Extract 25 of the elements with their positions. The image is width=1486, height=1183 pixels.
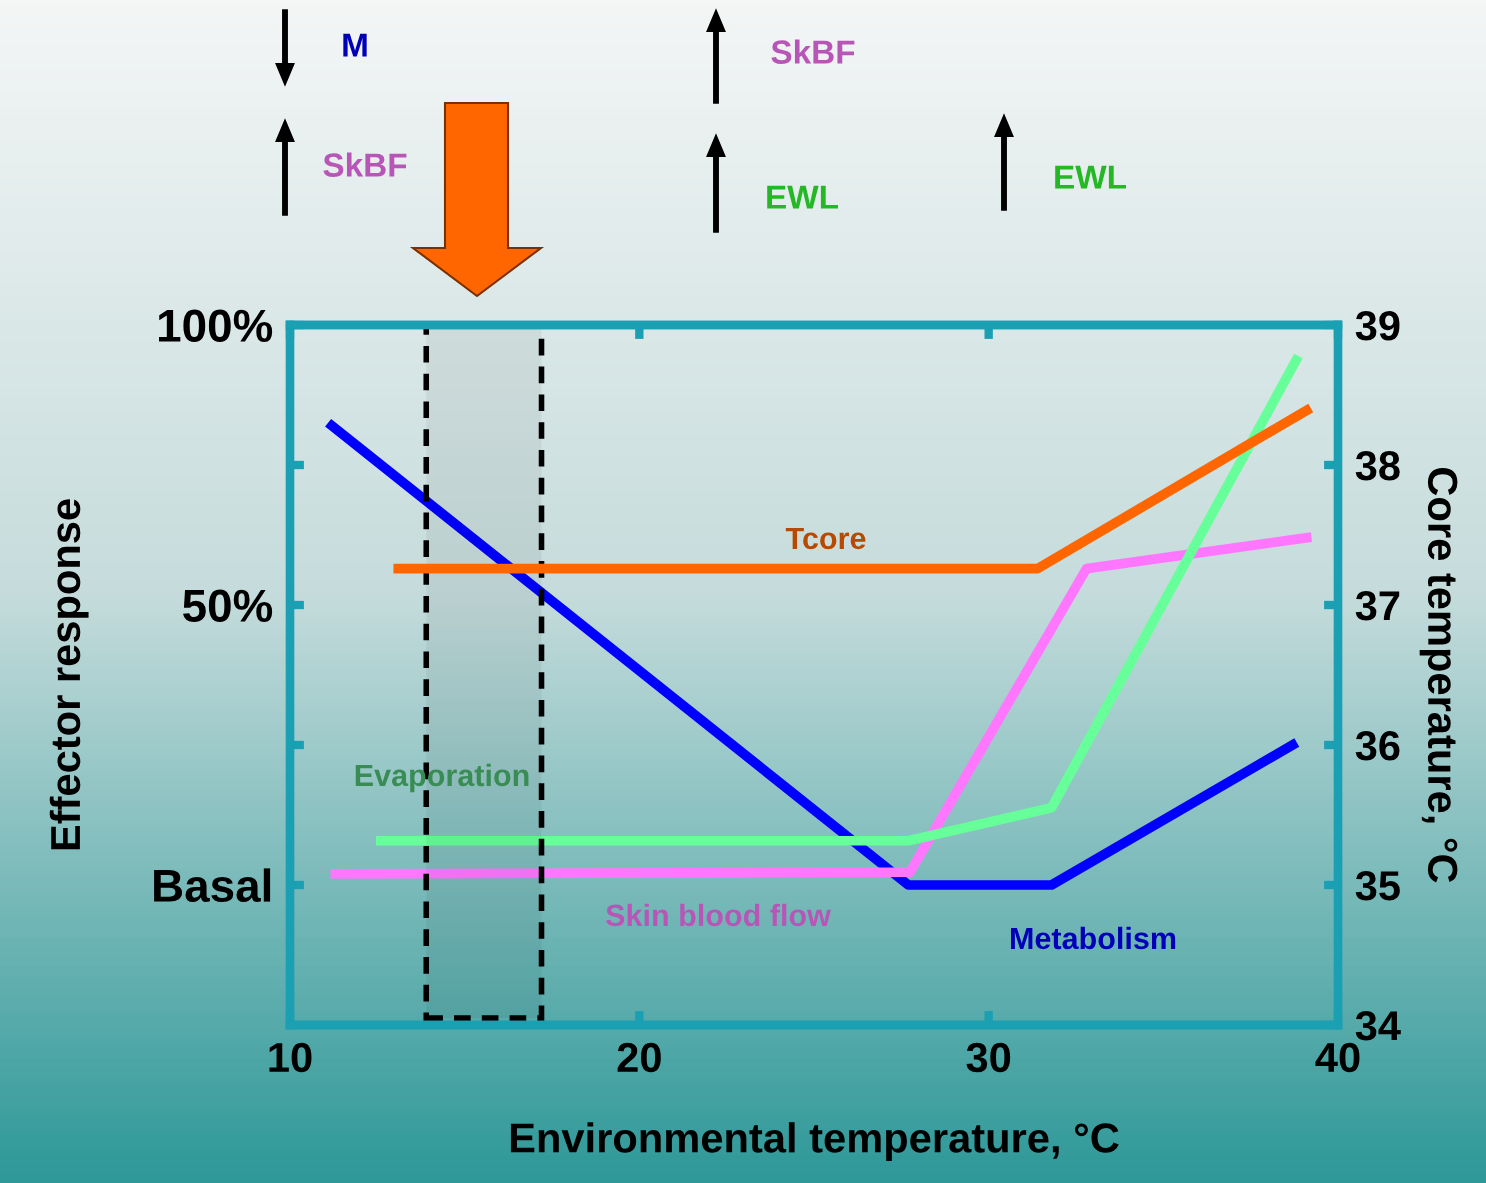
x-tick-label: 20 [617,1042,661,1073]
x-axis-title: Environmental temperature, °C [510,1122,1119,1162]
y2-tick-label: 39 [1355,311,1400,341]
x-tick-label: 10 [269,1042,312,1073]
y2-tick-label: 37 [1355,591,1400,621]
series-label: Tcore [785,527,866,550]
y2-tick-label: 35 [1355,871,1400,901]
x-tick-label: 40 [1315,1042,1360,1073]
y2-tick-label: 34 [1355,1011,1401,1041]
y-tick-label: Basal [154,868,271,903]
text: EWL [1055,165,1126,189]
x-tick-label: 30 [966,1042,1011,1073]
text: SkBF [771,39,855,64]
y2-tick-label: 36 [1355,731,1400,761]
y2-tick-label: 38 [1355,451,1400,481]
y-axis-title: Effector response [49,499,89,850]
y2-axis-title: Core temperature, °C [1419,468,1458,883]
series-label: Metabolism [1011,926,1176,950]
y-tick-label: 100% [159,309,273,343]
y-tick-label: 50% [183,589,273,623]
text: EWL [767,185,838,209]
series-label: Skin blood flow [606,903,831,927]
text: M [343,33,367,57]
text: SkBF [323,152,407,177]
series-label: Evaporation [355,763,529,793]
